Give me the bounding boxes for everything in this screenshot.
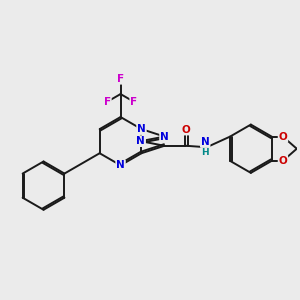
Text: N: N [137,124,146,134]
Text: N: N [116,160,125,170]
Text: O: O [279,132,287,142]
Text: N: N [136,136,145,146]
Text: N: N [201,137,210,147]
Text: F: F [104,97,111,107]
Text: N: N [160,132,169,142]
Text: H: H [201,148,209,157]
Text: O: O [182,124,190,135]
Text: F: F [117,74,124,84]
Text: O: O [279,156,287,166]
Text: F: F [130,97,137,107]
